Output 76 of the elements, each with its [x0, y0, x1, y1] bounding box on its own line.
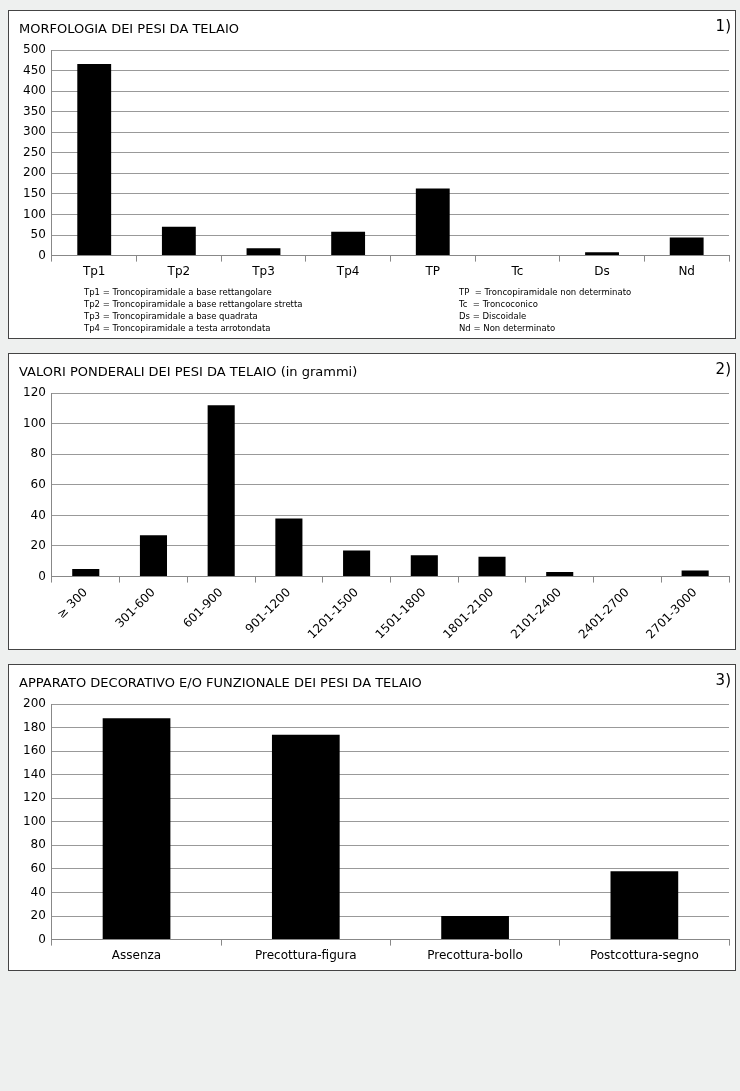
text: Nd = Non determinato	[459, 322, 557, 334]
text: Tp3 = Troncopiramidale a base quadrata	[84, 310, 259, 322]
text: Ds = Discoidale	[459, 310, 528, 322]
bar	[102, 718, 171, 940]
y-tick-label: 350	[23, 103, 46, 118]
y-tick-label: 300	[23, 124, 46, 139]
text: TP = Troncopiramidale non determinato	[459, 286, 633, 298]
y-tick-label: 0	[38, 568, 46, 583]
x-tick-label: Tp3	[251, 263, 275, 278]
bar	[343, 550, 371, 577]
bar	[441, 916, 509, 940]
y-tick-label: 180	[23, 719, 46, 734]
bar	[585, 252, 619, 256]
y-tick-label: 100	[23, 415, 46, 430]
bar	[77, 63, 112, 256]
y-tick-label: 100	[23, 206, 46, 221]
text: Tp1 = Troncopiramidale a base rettangolare	[84, 286, 273, 298]
text: Tp2 = Troncopiramidale a base rettangolare stretta	[84, 298, 304, 310]
y-tick-label: 140	[23, 766, 46, 781]
bar	[271, 734, 340, 940]
text: 3)	[715, 671, 731, 689]
y-tick-label: 50	[30, 227, 46, 242]
y-tick-label: 120	[23, 385, 46, 400]
y-tick-label: 200	[23, 696, 46, 711]
y-tick-label: 120	[23, 790, 46, 805]
text: 2)	[715, 360, 731, 378]
y-tick-label: 80	[30, 446, 46, 461]
text: Tp4 = Troncopiramidale a testa arrotondata	[84, 322, 272, 334]
x-tick-label: TP	[424, 263, 441, 278]
bar	[410, 555, 438, 577]
y-tick-label: 0	[38, 931, 46, 946]
y-tick-label: 60	[30, 476, 46, 491]
chart-title: VALORI PONDERALI DEI PESI DA TELAIO (in grammi)	[19, 364, 358, 379]
y-tick-label: 100	[23, 813, 46, 828]
bar	[72, 568, 100, 577]
bar	[669, 237, 704, 256]
text: Tc = Troncoconico	[459, 298, 539, 310]
y-tick-label: 40	[30, 507, 46, 522]
y-tick-label: 250	[23, 144, 46, 159]
y-tick-label: 200	[23, 165, 46, 180]
chart-title: APPARATO DECORATIVO E/O FUNZIONALE DEI PESI DA TELAIO	[19, 675, 422, 690]
x-tick-label: Tc	[510, 263, 524, 278]
text: 1)	[715, 17, 731, 35]
y-tick-label: 80	[30, 837, 46, 852]
y-tick-label: 160	[23, 743, 46, 758]
x-tick-label: Postcottura-segno	[589, 947, 699, 962]
bar	[478, 556, 506, 577]
bar	[610, 871, 679, 940]
bar	[275, 518, 303, 577]
bar	[415, 188, 450, 256]
x-tick-label: Nd	[678, 263, 695, 278]
y-tick-label: 150	[23, 186, 46, 201]
x-tick-label: Tp1	[81, 263, 106, 278]
x-tick-label: Tp4	[335, 263, 360, 278]
bar	[331, 231, 366, 256]
bar	[546, 571, 574, 577]
y-tick-label: 20	[30, 538, 46, 553]
x-tick-label: Ds	[594, 263, 610, 278]
y-tick-label: 400	[23, 83, 46, 98]
chart-title: MORFOLOGIA DEI PESI DA TELAIO	[19, 21, 240, 36]
y-tick-label: 60	[30, 861, 46, 876]
bar	[139, 535, 168, 577]
bar	[207, 405, 235, 577]
x-tick-label: ≥ 300	[54, 585, 91, 621]
y-tick-label: 40	[30, 884, 46, 899]
y-tick-label: 20	[30, 908, 46, 923]
x-tick-label: Precottura-figura	[254, 947, 357, 962]
x-tick-label: Assenza	[111, 947, 162, 962]
x-tick-label: Precottura-bollo	[427, 947, 523, 962]
bar	[246, 248, 281, 256]
y-tick-label: 0	[38, 247, 46, 262]
y-tick-label: 450	[23, 62, 46, 77]
bar	[681, 570, 709, 577]
y-tick-label: 500	[23, 42, 46, 57]
x-tick-label: Tp2	[166, 263, 191, 278]
bar	[161, 226, 196, 256]
